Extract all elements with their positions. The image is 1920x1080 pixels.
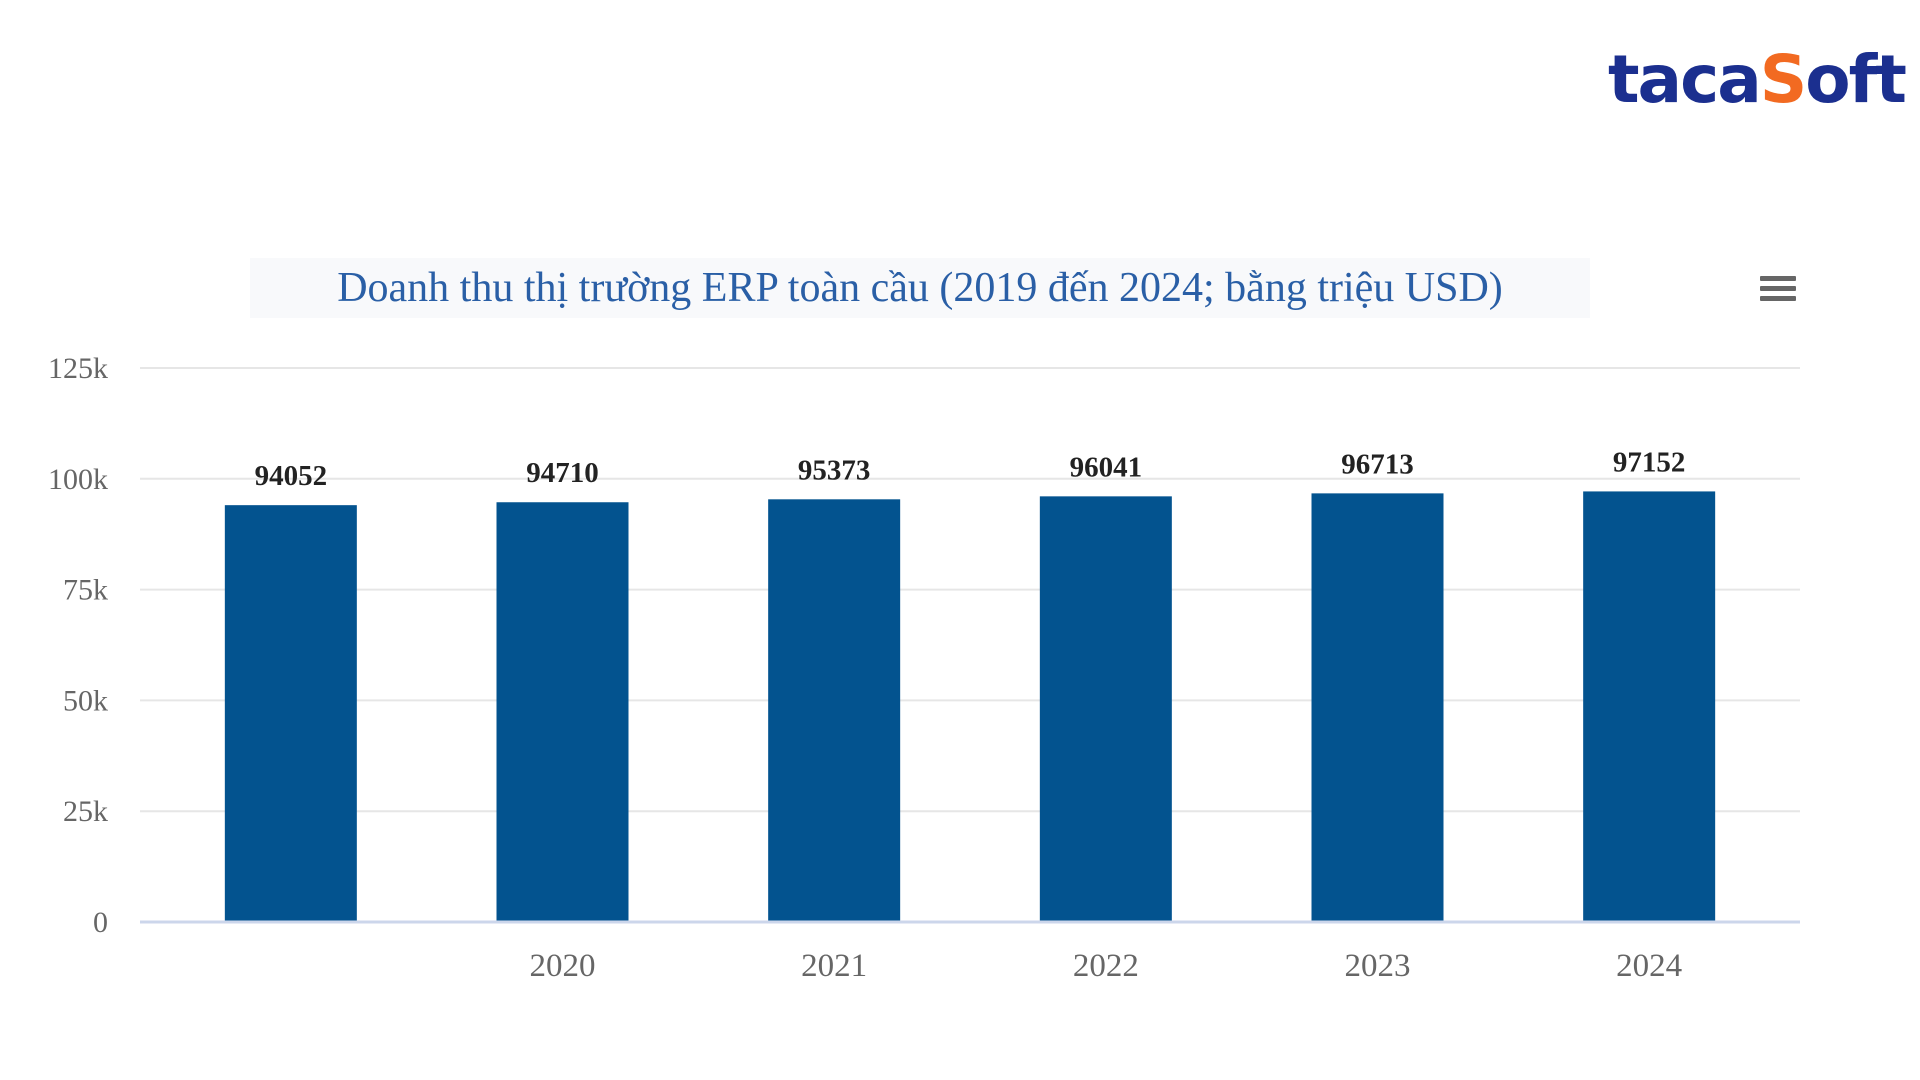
data-labels: 94052 94710 95373 96041 96713 97152 xyxy=(255,446,1686,492)
bar xyxy=(768,499,901,922)
y-tick-label: 100k xyxy=(48,463,108,496)
bar xyxy=(1583,491,1716,922)
bar-data-label: 96041 xyxy=(1070,451,1143,483)
bar xyxy=(1039,496,1172,922)
y-tick-label: 25k xyxy=(63,795,108,828)
bar xyxy=(1311,493,1444,922)
menu-line xyxy=(1760,275,1796,281)
logo-text-part: oft xyxy=(1805,41,1907,118)
bar-data-label: 95373 xyxy=(798,454,871,486)
bar-data-label: 97152 xyxy=(1613,446,1686,478)
x-tick-label: 2024 xyxy=(1616,948,1682,984)
y-tick-label: 125k xyxy=(48,352,108,385)
hamburger-menu-icon[interactable] xyxy=(1758,268,1798,308)
bar-data-label: 96713 xyxy=(1341,448,1414,480)
menu-line xyxy=(1760,295,1796,301)
logo-accent-letter: S xyxy=(1759,41,1808,118)
x-axis-ticks: 2020 2021 2022 2023 2024 xyxy=(530,948,1683,984)
y-tick-label: 50k xyxy=(63,684,108,717)
x-tick-label: 2022 xyxy=(1073,948,1139,984)
bar xyxy=(496,502,629,922)
gridlines xyxy=(140,367,1800,813)
chart-title: Doanh thu thị trường ERP toàn cầu (2019 … xyxy=(250,258,1590,318)
y-axis-ticks: 0 25k 50k 75k 100k 125k xyxy=(48,352,108,939)
y-tick-label: 75k xyxy=(63,574,108,607)
y-tick-label: 0 xyxy=(93,906,108,939)
x-tick-label: 2021 xyxy=(801,948,867,984)
menu-line xyxy=(1760,285,1796,291)
logo-text-part: taca xyxy=(1608,41,1762,118)
x-tick-label: 2023 xyxy=(1345,948,1411,984)
bar-data-label: 94710 xyxy=(526,457,599,489)
bar-data-label: 94052 xyxy=(255,460,328,492)
bar xyxy=(224,505,357,922)
bars xyxy=(224,491,1716,922)
x-tick-label: 2020 xyxy=(530,948,596,984)
